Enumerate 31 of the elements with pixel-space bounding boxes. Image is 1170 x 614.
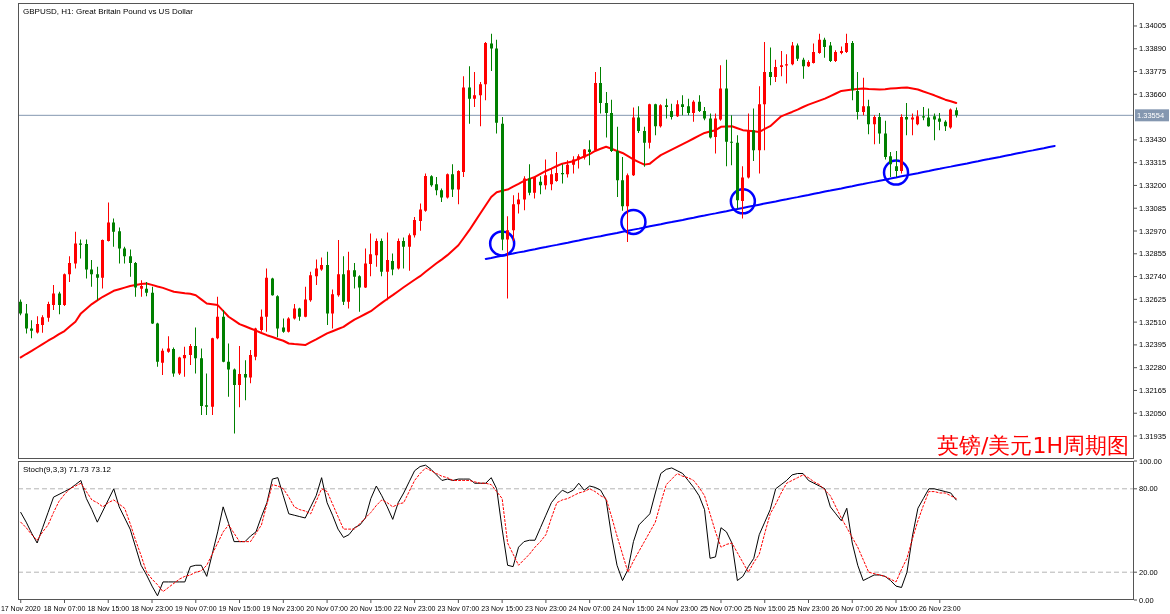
candlestick <box>140 280 143 297</box>
candlestick <box>506 216 509 299</box>
candlestick <box>90 260 93 287</box>
candlestick <box>572 156 575 174</box>
text: Stoch(9,3,3) 71.73 73.12 <box>23 465 112 474</box>
line-series <box>484 145 1056 260</box>
text: GBPUSD, H1: Great Britain Pound vs US Dollar <box>23 7 194 16</box>
candlestick <box>588 140 591 166</box>
candlestick <box>780 50 783 77</box>
candlestick <box>490 33 493 71</box>
candlestick <box>244 360 247 401</box>
candlestick <box>922 107 925 121</box>
candlestick <box>681 95 684 116</box>
candlestick <box>30 320 33 339</box>
candlestick <box>183 346 186 377</box>
candlestick <box>769 47 772 86</box>
candlestick <box>905 103 908 136</box>
point <box>620 208 647 236</box>
candlestick <box>205 373 208 416</box>
point <box>729 188 757 215</box>
candlestick <box>785 54 788 84</box>
candlestick <box>473 71 476 107</box>
candlestick <box>561 164 564 184</box>
annotation: 英镑/美元1H周期图 <box>937 433 1129 458</box>
candlestick <box>895 150 898 177</box>
candlestick <box>96 266 99 301</box>
candlestick <box>938 112 941 131</box>
candlestick <box>730 115 733 166</box>
candlestick <box>167 336 170 353</box>
candlestick <box>665 98 668 119</box>
candlestick <box>79 239 82 259</box>
